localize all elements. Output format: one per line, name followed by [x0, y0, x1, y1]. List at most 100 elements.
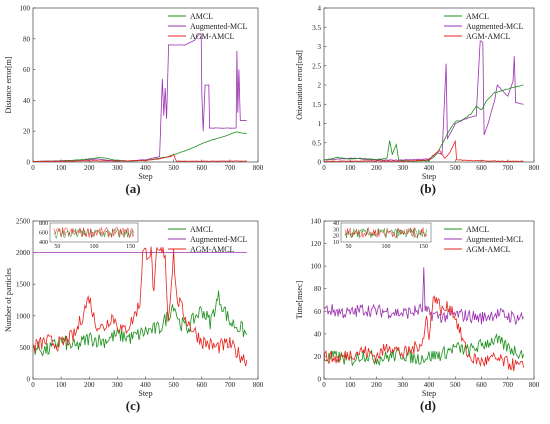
y-tick-label: 40	[314, 330, 322, 338]
series-line-amcl	[33, 290, 248, 357]
inset-y-tick-label: 400	[39, 240, 48, 246]
x-tick-label: 500	[450, 164, 461, 172]
legend-entry: AMCL	[190, 12, 213, 21]
series-line-augmented-mcl	[324, 40, 524, 161]
x-tick-label: 800	[529, 381, 540, 389]
x-tick-label: 700	[503, 381, 514, 389]
series-line-amcl	[324, 84, 524, 162]
x-tick-label: 500	[168, 164, 179, 172]
y-tick-label: 140	[311, 218, 322, 226]
y-axis-label: Time[msec]	[295, 280, 304, 319]
series-line-agm-amcl	[33, 153, 247, 162]
x-axis-label: Step	[138, 389, 152, 398]
legend-entry: Augmented-MCL	[466, 22, 523, 31]
x-tick-label: 500	[450, 381, 461, 389]
x-tick-label: 600	[197, 381, 208, 389]
x-tick-label: 100	[56, 164, 67, 172]
y-tick-label: 100	[311, 263, 322, 271]
y-tick-label: 0	[27, 376, 31, 384]
inset-series-line	[53, 226, 134, 238]
x-tick-label: 400	[140, 381, 151, 389]
inset-y-tick-label: 10	[333, 240, 339, 246]
x-axis-label: Step	[422, 389, 436, 398]
y-tick-label: 120	[311, 240, 322, 248]
x-tick-label: 200	[84, 381, 95, 389]
inset-x-tick-label: 100	[382, 244, 391, 250]
x-tick-label: 600	[197, 164, 208, 172]
inset-x-tick-label: 50	[346, 244, 352, 250]
inset-x-tick-label: 50	[54, 244, 60, 250]
chart-d: 0 100 200 300 400 500 600 700 800 0 20 40 60 80 100 120…	[295, 218, 540, 414]
y-tick-label: 20	[23, 128, 31, 136]
legend-entry: AGM-AMCL	[466, 245, 511, 254]
y-tick-label: 1500	[16, 281, 31, 289]
panel-caption: (b)	[420, 181, 436, 196]
x-tick-label: 300	[398, 381, 409, 389]
inset-x-tick-label: 100	[90, 244, 99, 250]
x-tick-label: 0	[31, 381, 35, 389]
y-tick-label: 60	[23, 66, 31, 74]
x-tick-label: 800	[529, 164, 540, 172]
y-tick-label: 500	[20, 344, 31, 352]
y-tick-label: 4	[318, 5, 322, 13]
y-tick-label: 1	[318, 120, 322, 128]
chart-a: 0 100 200 300 400 500 600 700 800 0 20 40 60 80 100 Ste…	[4, 5, 264, 197]
inset-series-line	[344, 227, 427, 239]
inset-frame	[340, 222, 432, 243]
legend-entry: Augmented-MCL	[190, 22, 247, 31]
inset-y-tick-label: 800	[39, 221, 48, 227]
y-tick-label: 0	[318, 159, 322, 167]
series-line-agm-amcl	[324, 295, 524, 372]
series-line-amcl	[33, 131, 247, 162]
x-tick-label: 0	[322, 381, 326, 389]
y-tick-label: 2	[318, 82, 322, 90]
x-tick-label: 800	[253, 164, 264, 172]
x-tick-label: 800	[253, 381, 264, 389]
series-line-agm-amcl	[33, 246, 248, 367]
x-tick-label: 200	[371, 164, 382, 172]
x-tick-label: 400	[424, 164, 435, 172]
x-tick-label: 600	[476, 381, 487, 389]
y-tick-label: 0.5	[312, 139, 321, 147]
x-tick-label: 700	[225, 164, 236, 172]
series-line-amcl	[324, 333, 524, 366]
y-tick-label: 0	[318, 376, 322, 384]
y-tick-label: 40	[23, 97, 31, 105]
x-tick-label: 300	[398, 164, 409, 172]
inset-y-tick-label: 30	[333, 227, 339, 233]
y-axis-label: Number of particles	[4, 268, 13, 332]
legend-entry: AMCL	[190, 225, 213, 234]
x-tick-label: 100	[56, 381, 67, 389]
y-tick-label: 3	[318, 43, 322, 51]
series-line-augmented-mcl	[324, 267, 524, 326]
y-tick-label: 80	[23, 35, 31, 43]
y-tick-label: 20	[314, 353, 322, 361]
y-tick-label: 1000	[16, 312, 31, 320]
x-tick-label: 500	[168, 381, 179, 389]
x-tick-label: 100	[345, 381, 356, 389]
y-axis-label: Distance error[m]	[4, 56, 13, 113]
series-line-agm-amcl	[324, 139, 524, 162]
y-tick-label: 80	[314, 285, 322, 293]
x-tick-label: 300	[112, 164, 123, 172]
x-tick-label: 400	[424, 381, 435, 389]
legend-entry: Augmented-MCL	[466, 235, 523, 244]
x-tick-label: 200	[371, 381, 382, 389]
inset-y-tick-label: 600	[39, 231, 48, 237]
x-tick-label: 200	[84, 164, 95, 172]
legend-entry: Augmented-MCL	[190, 235, 247, 244]
inset-series-line	[344, 227, 427, 239]
y-axis-label: Orientation error[rad]	[295, 50, 304, 120]
y-tick-label: 2000	[16, 249, 31, 257]
x-tick-label: 700	[225, 381, 236, 389]
y-tick-label: 0	[27, 159, 31, 167]
inset-y-tick-label: 20	[333, 234, 339, 240]
x-tick-label: 700	[503, 164, 514, 172]
y-tick-label: 2500	[16, 218, 31, 226]
series-line-augmented-mcl	[33, 33, 247, 162]
y-tick-label: 3.5	[312, 24, 321, 32]
legend-entry: AGM-AMCL	[190, 245, 235, 254]
inset-chart: 50 100 150 400 600 800	[39, 221, 139, 250]
y-tick-label: 100	[20, 5, 31, 13]
